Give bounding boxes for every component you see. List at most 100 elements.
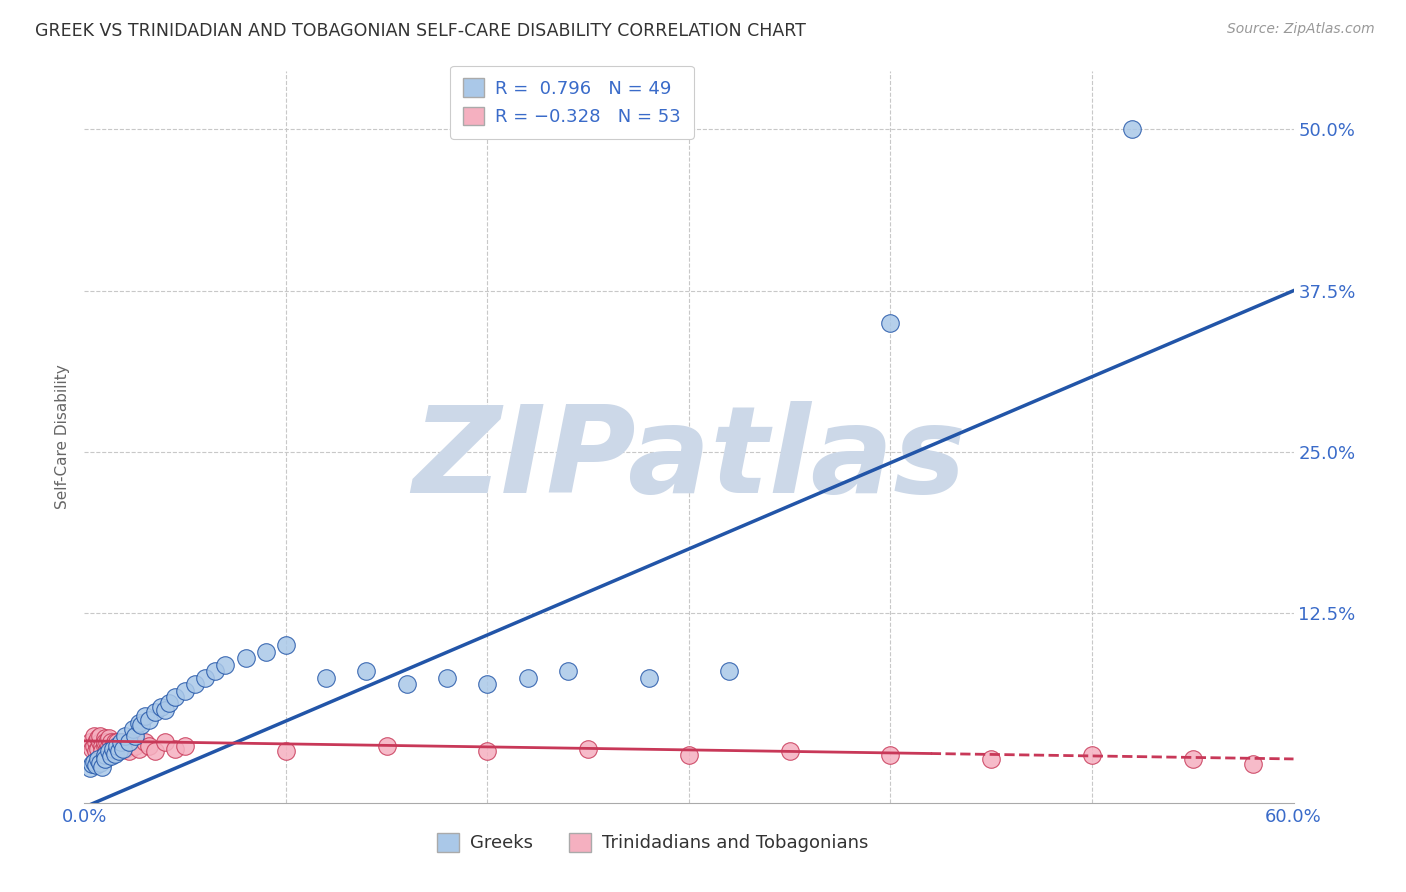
Text: Source: ZipAtlas.com: Source: ZipAtlas.com [1227, 22, 1375, 37]
Point [110, 735, 132, 749]
Point [879, 747, 901, 762]
Point [107, 744, 129, 758]
Point [204, 664, 226, 678]
Point [105, 739, 128, 753]
Point [97, 739, 120, 753]
Point [118, 744, 141, 758]
Point [879, 316, 901, 330]
Point [1081, 747, 1104, 762]
Point [143, 706, 166, 720]
Point [97, 731, 120, 746]
Point [118, 735, 141, 749]
Point [82, 741, 104, 756]
Point [105, 739, 128, 753]
Point [104, 747, 127, 761]
Point [1241, 757, 1264, 772]
Point [637, 671, 659, 685]
Point [96, 741, 118, 756]
Point [1181, 752, 1204, 766]
Point [1121, 122, 1143, 136]
Point [91, 760, 114, 774]
Point [91, 739, 114, 753]
Point [124, 739, 146, 753]
Point [79, 761, 101, 775]
Point [174, 739, 197, 753]
Point [134, 709, 156, 723]
Point [86, 758, 108, 772]
Point [83, 755, 105, 769]
Point [93, 731, 115, 746]
Point [356, 664, 378, 678]
Point [87, 752, 110, 766]
Text: ZIPatlas: ZIPatlas [412, 401, 966, 517]
Point [104, 741, 127, 756]
Point [134, 735, 156, 749]
Point [110, 739, 132, 753]
Point [107, 741, 129, 756]
Point [79, 735, 101, 749]
Point [477, 744, 499, 758]
Point [149, 700, 172, 714]
Point [96, 735, 118, 749]
Point [93, 752, 115, 766]
Point [477, 677, 499, 691]
Point [184, 677, 207, 691]
Point [93, 735, 115, 749]
Point [105, 735, 128, 749]
Point [111, 735, 134, 749]
Point [516, 671, 538, 685]
Point [557, 664, 579, 678]
Point [153, 735, 176, 749]
Point [153, 703, 176, 717]
Point [101, 744, 124, 758]
Point [165, 741, 187, 756]
Point [779, 744, 801, 758]
Point [89, 735, 111, 749]
Point [86, 744, 108, 758]
Point [315, 671, 337, 685]
Point [83, 739, 105, 753]
Y-axis label: Self-Care Disability: Self-Care Disability [55, 365, 70, 509]
Point [87, 741, 110, 756]
Point [121, 723, 143, 737]
Point [143, 744, 166, 758]
Point [436, 671, 458, 685]
Point [395, 677, 418, 691]
Point [980, 752, 1002, 766]
Point [83, 729, 105, 743]
Point [214, 657, 236, 672]
Point [104, 735, 127, 749]
Point [100, 741, 122, 756]
Point [124, 729, 146, 743]
Point [576, 741, 599, 756]
Point [115, 739, 138, 753]
Point [138, 739, 160, 753]
Point [89, 729, 111, 743]
Point [100, 749, 122, 764]
Point [101, 739, 124, 753]
Point [91, 744, 114, 758]
Point [254, 645, 277, 659]
Point [194, 671, 217, 685]
Text: GREEK VS TRINIDADIAN AND TOBAGONIAN SELF-CARE DISABILITY CORRELATION CHART: GREEK VS TRINIDADIAN AND TOBAGONIAN SELF… [35, 22, 806, 40]
Point [97, 744, 120, 758]
Point [375, 739, 398, 753]
Point [89, 756, 111, 770]
Point [114, 741, 136, 756]
Point [120, 735, 142, 749]
Point [157, 697, 180, 711]
Point [129, 718, 152, 732]
Point [274, 639, 297, 653]
Point [165, 690, 187, 704]
Point [235, 651, 257, 665]
Point [111, 741, 134, 756]
Point [138, 713, 160, 727]
Point [93, 739, 115, 753]
Point [86, 735, 108, 749]
Point [174, 683, 197, 698]
Point [718, 664, 741, 678]
Point [678, 747, 700, 762]
Point [101, 741, 124, 756]
Point [274, 744, 297, 758]
Point [114, 729, 136, 743]
